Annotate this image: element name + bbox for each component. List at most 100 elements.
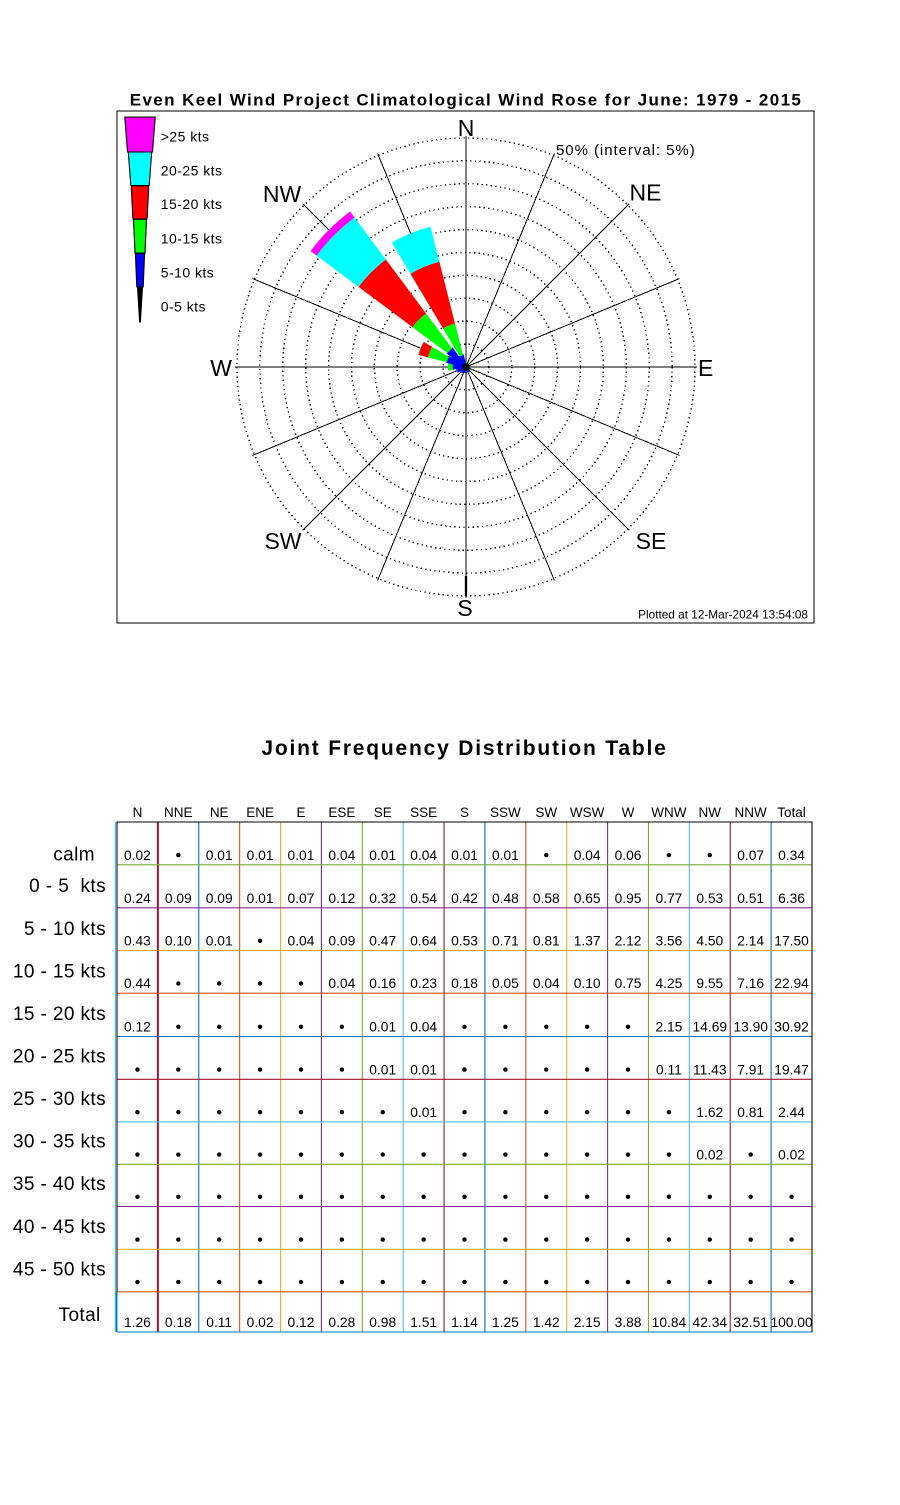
svg-text:0.48: 0.48 (492, 891, 519, 906)
svg-text:NW: NW (699, 805, 722, 820)
svg-text:NE: NE (210, 805, 229, 820)
svg-text:0.16: 0.16 (369, 976, 396, 991)
svg-text:0.04: 0.04 (328, 976, 355, 991)
svg-text:0.95: 0.95 (615, 891, 642, 906)
svg-text:0.05: 0.05 (492, 976, 519, 991)
svg-text:0.01: 0.01 (369, 848, 396, 863)
svg-text:0.51: 0.51 (737, 891, 764, 906)
svg-text:50% (interval: 5%): 50% (interval: 5%) (556, 142, 696, 159)
svg-text:0.02: 0.02 (778, 1147, 805, 1162)
svg-text:0.04: 0.04 (533, 976, 560, 991)
svg-text:0.02: 0.02 (247, 1315, 274, 1330)
svg-text:0.81: 0.81 (533, 934, 560, 949)
svg-text:0.10: 0.10 (165, 934, 192, 949)
svg-text:1.37: 1.37 (574, 934, 601, 949)
svg-text:1.42: 1.42 (533, 1315, 560, 1330)
svg-text:0.01: 0.01 (492, 848, 519, 863)
svg-text:WNW: WNW (651, 805, 686, 820)
svg-text:7.91: 7.91 (737, 1062, 764, 1077)
svg-text:2.15: 2.15 (655, 1020, 682, 1035)
svg-text:0.01: 0.01 (410, 1062, 437, 1077)
svg-text:0.77: 0.77 (655, 891, 682, 906)
svg-text:S: S (457, 595, 472, 621)
svg-text:0.43: 0.43 (124, 934, 151, 949)
svg-text:0.01: 0.01 (206, 934, 233, 949)
svg-text:0.12: 0.12 (328, 891, 355, 906)
svg-text:0.11: 0.11 (206, 1315, 232, 1330)
svg-text:45 - 50 kts: 45 - 50 kts (13, 1259, 106, 1280)
svg-text:0.75: 0.75 (615, 976, 642, 991)
svg-text:Total: Total (59, 1305, 101, 1326)
svg-text:30.92: 30.92 (774, 1020, 809, 1035)
svg-text:Plotted at 12-Mar-2024 13:54:0: Plotted at 12-Mar-2024 13:54:08 (638, 608, 808, 622)
svg-text:E: E (698, 355, 713, 381)
svg-text:25 - 30 kts: 25 - 30 kts (13, 1089, 106, 1110)
svg-text:17.50: 17.50 (774, 934, 809, 949)
svg-text:0.64: 0.64 (410, 934, 437, 949)
svg-text:0.06: 0.06 (615, 848, 642, 863)
svg-text:0.04: 0.04 (328, 848, 355, 863)
svg-text:10.84: 10.84 (652, 1315, 687, 1330)
svg-text:0.12: 0.12 (124, 1020, 151, 1035)
svg-text:0.58: 0.58 (533, 891, 560, 906)
svg-text:NNW: NNW (735, 805, 767, 820)
svg-text:0.09: 0.09 (328, 934, 355, 949)
svg-text:SW: SW (535, 805, 557, 820)
svg-text:0.02: 0.02 (124, 848, 151, 863)
svg-text:9.55: 9.55 (696, 976, 723, 991)
svg-text:0.01: 0.01 (206, 848, 233, 863)
svg-text:30 - 35 kts: 30 - 35 kts (13, 1132, 106, 1153)
svg-text:0.07: 0.07 (737, 848, 764, 863)
svg-text:SE: SE (636, 528, 667, 554)
svg-text:40 - 45 kts: 40 - 45 kts (13, 1217, 106, 1238)
svg-text:>25 kts: >25 kts (161, 129, 210, 145)
svg-text:0.54: 0.54 (410, 891, 437, 906)
svg-text:0.09: 0.09 (165, 891, 192, 906)
svg-text:0.53: 0.53 (696, 891, 723, 906)
svg-text:4.25: 4.25 (655, 976, 682, 991)
svg-text:S: S (460, 805, 469, 820)
svg-text:calm: calm (53, 845, 95, 866)
svg-text:0.12: 0.12 (288, 1315, 315, 1330)
svg-text:SW: SW (264, 528, 301, 554)
svg-text:10-15 kts: 10-15 kts (161, 230, 223, 246)
svg-text:SSE: SSE (410, 805, 437, 820)
svg-text:0.98: 0.98 (369, 1315, 396, 1330)
svg-text:0.47: 0.47 (369, 934, 396, 949)
svg-text:0.07: 0.07 (288, 891, 315, 906)
svg-text:0.81: 0.81 (737, 1105, 764, 1120)
svg-text:NW: NW (263, 181, 302, 207)
svg-text:2.14: 2.14 (737, 934, 764, 949)
svg-text:2.15: 2.15 (574, 1315, 601, 1330)
svg-text:Total: Total (777, 805, 806, 820)
svg-text:0.10: 0.10 (574, 976, 601, 991)
svg-text:32.51: 32.51 (733, 1315, 768, 1330)
svg-text:14.69: 14.69 (693, 1020, 728, 1035)
svg-text:0.09: 0.09 (206, 891, 233, 906)
svg-text:0.01: 0.01 (451, 848, 478, 863)
svg-text:1.51: 1.51 (410, 1315, 437, 1330)
svg-text:W: W (210, 355, 232, 381)
svg-text:0.01: 0.01 (410, 1105, 437, 1120)
svg-text:W: W (622, 805, 635, 820)
svg-text:15-20 kts: 15-20 kts (161, 196, 223, 212)
svg-text:15 - 20 kts: 15 - 20 kts (13, 1004, 106, 1025)
svg-text:Joint Frequency Distribution T: Joint Frequency Distribution Table (261, 737, 667, 760)
svg-text:0 - 5 kts: 0 - 5 kts (29, 876, 106, 897)
svg-text:0.32: 0.32 (369, 891, 396, 906)
svg-text:2.12: 2.12 (615, 934, 642, 949)
svg-text:4.50: 4.50 (696, 934, 723, 949)
svg-text:E: E (296, 805, 305, 820)
svg-text:0.04: 0.04 (410, 1020, 437, 1035)
svg-text:0.01: 0.01 (247, 848, 274, 863)
svg-text:N: N (458, 115, 475, 141)
svg-text:N: N (133, 805, 143, 820)
svg-text:SE: SE (374, 805, 392, 820)
svg-text:0.11: 0.11 (656, 1062, 682, 1077)
svg-text:0.28: 0.28 (328, 1315, 355, 1330)
svg-text:2.44: 2.44 (778, 1105, 805, 1120)
svg-text:5-10 kts: 5-10 kts (161, 265, 214, 281)
svg-text:1.62: 1.62 (696, 1105, 723, 1120)
svg-text:0.24: 0.24 (124, 891, 151, 906)
svg-text:ENE: ENE (246, 805, 274, 820)
